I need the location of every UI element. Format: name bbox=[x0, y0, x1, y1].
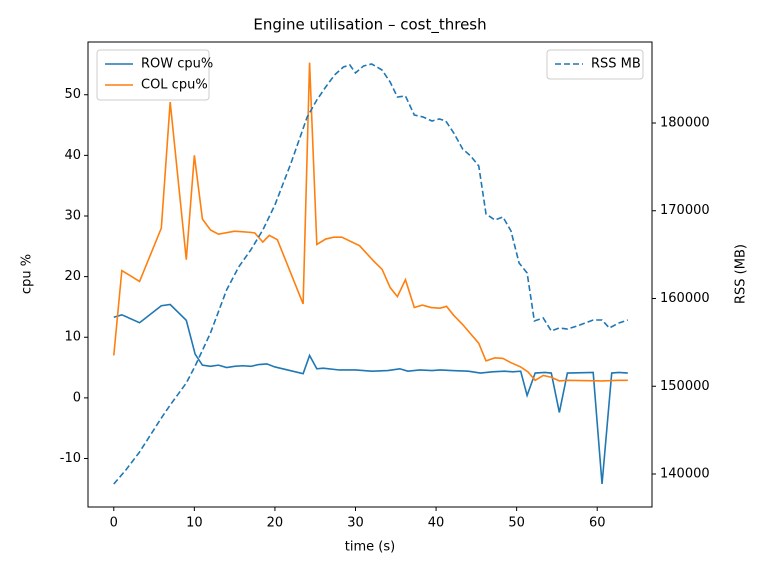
chart-title: Engine utilisation – cost_thresh bbox=[253, 16, 486, 35]
y2-tick-label: 160000 bbox=[660, 291, 710, 306]
legend-box bbox=[546, 49, 644, 80]
legend-label: ROW cpu% bbox=[141, 57, 213, 72]
x-tick-label: 10 bbox=[186, 516, 203, 531]
y2-tick-label: 180000 bbox=[660, 115, 710, 130]
legend-label: COL cpu% bbox=[141, 78, 208, 93]
x-tick-label: 50 bbox=[508, 516, 525, 531]
y-tick-label: 30 bbox=[64, 208, 81, 223]
y-tick-label: 40 bbox=[64, 148, 81, 163]
x-tick-label: 20 bbox=[267, 516, 284, 531]
plot-frame bbox=[87, 41, 653, 508]
y2-tick-label: 170000 bbox=[660, 203, 710, 218]
x-tick-label: 30 bbox=[347, 516, 364, 531]
y-tick-label: 50 bbox=[64, 87, 81, 102]
data-line bbox=[113, 303, 628, 485]
y-axis-label: cpu % bbox=[20, 254, 35, 294]
x-tick-label: 40 bbox=[428, 516, 445, 531]
y-tick-label: 0 bbox=[73, 390, 81, 405]
y2-tick-label: 140000 bbox=[660, 467, 710, 482]
data-line bbox=[112, 62, 628, 382]
legend-box bbox=[96, 49, 210, 101]
x-tick-label: 60 bbox=[589, 516, 606, 531]
y-tick-label: -10 bbox=[60, 451, 81, 466]
y2-tick-label: 150000 bbox=[660, 379, 710, 394]
y-tick-label: 10 bbox=[64, 330, 81, 345]
y2-axis-label: RSS (MB) bbox=[734, 244, 749, 304]
y-tick-label: 20 bbox=[64, 269, 81, 284]
legend-label: RSS MB bbox=[591, 57, 641, 72]
data-line bbox=[113, 63, 629, 485]
x-axis-label: time (s) bbox=[345, 540, 395, 555]
x-tick-label: 0 bbox=[110, 516, 118, 531]
